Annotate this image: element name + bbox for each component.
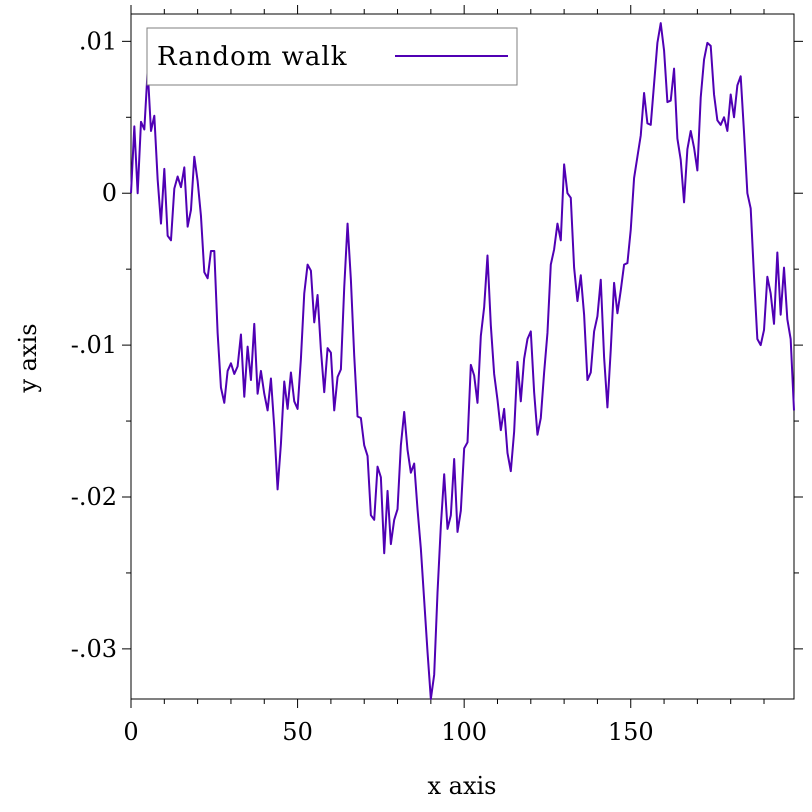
plot-area-frame (130, 13, 795, 700)
legend-label-random-walk: Random walk (157, 42, 347, 72)
x-tick-label: 150 (608, 718, 654, 746)
x-tick-label: 50 (282, 718, 313, 746)
series-line-random-walk (130, 22, 795, 700)
y-tick-label: .01 (79, 27, 117, 55)
y-axis-tick-labels: .01 0 -.01 -.02 -.03 (71, 27, 117, 663)
y-tick-label: -.03 (71, 635, 117, 663)
x-tick-label: 100 (441, 718, 487, 746)
y-tick-label: -.01 (71, 331, 117, 359)
y-axis-label: y axis (14, 323, 42, 393)
y-tick-label: -.02 (71, 483, 117, 511)
legend: Random walk (146, 27, 518, 86)
x-axis-label: x axis (428, 772, 497, 800)
x-axis-ticks (130, 5, 765, 708)
y-tick-label: 0 (102, 179, 117, 207)
x-axis-tick-labels: 0 50 100 150 (123, 718, 653, 746)
y-axis-ticks (122, 40, 803, 650)
x-tick-label: 0 (123, 718, 138, 746)
